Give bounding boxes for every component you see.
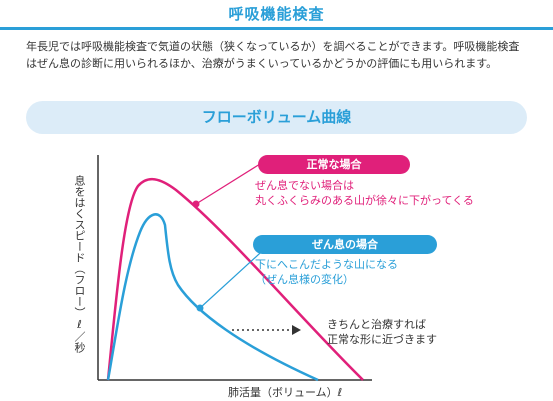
- improvement-note: きちんと治療すれば 正常な形に近づきます: [327, 317, 437, 347]
- asthma-desc-line1: 下にへこんだような山になる: [255, 258, 398, 271]
- normal-pointer-dot: [192, 200, 200, 208]
- intro-paragraph: 年長児では呼吸機能検査で気道の状態（狭くなっているか）を調べることができます。呼…: [26, 40, 520, 70]
- improvement-line2: 正常な形に近づきます: [327, 333, 437, 346]
- page-title: 呼吸機能検査: [228, 5, 325, 23]
- normal-case-description: ぜん息でない場合は 丸くふくらみのある山が徐々に下がってくる: [255, 178, 474, 208]
- normal-desc-line1: ぜん息でない場合は: [255, 179, 354, 192]
- improvement-arrowhead: [292, 325, 301, 335]
- normal-case-label: 正常な場合: [258, 155, 410, 174]
- asthma-curve: [106, 213, 319, 382]
- title-divider: [0, 27, 553, 30]
- asthma-pointer: [199, 243, 271, 309]
- asthma-case-description: 下にへこんだような山になる （ぜん息様の変化）: [255, 257, 398, 287]
- y-axis-label: 息をはくスピード（フロー）ℓ／秒: [73, 175, 86, 353]
- normal-pointer: [195, 163, 261, 205]
- improvement-line1: きちんと治療すれば: [327, 318, 426, 331]
- x-axis-label: 肺活量（ボリューム）ℓ: [228, 386, 343, 399]
- asthma-case-label: ぜん息の場合: [253, 235, 437, 254]
- asthma-desc-line2: （ぜん息様の変化）: [255, 273, 354, 286]
- asthma-pointer-dot: [196, 304, 204, 312]
- section-banner: フローボリューム曲線: [26, 101, 527, 134]
- normal-desc-line2: 丸くふくらみのある山が徐々に下がってくる: [255, 194, 474, 207]
- normal-curve: [106, 178, 364, 381]
